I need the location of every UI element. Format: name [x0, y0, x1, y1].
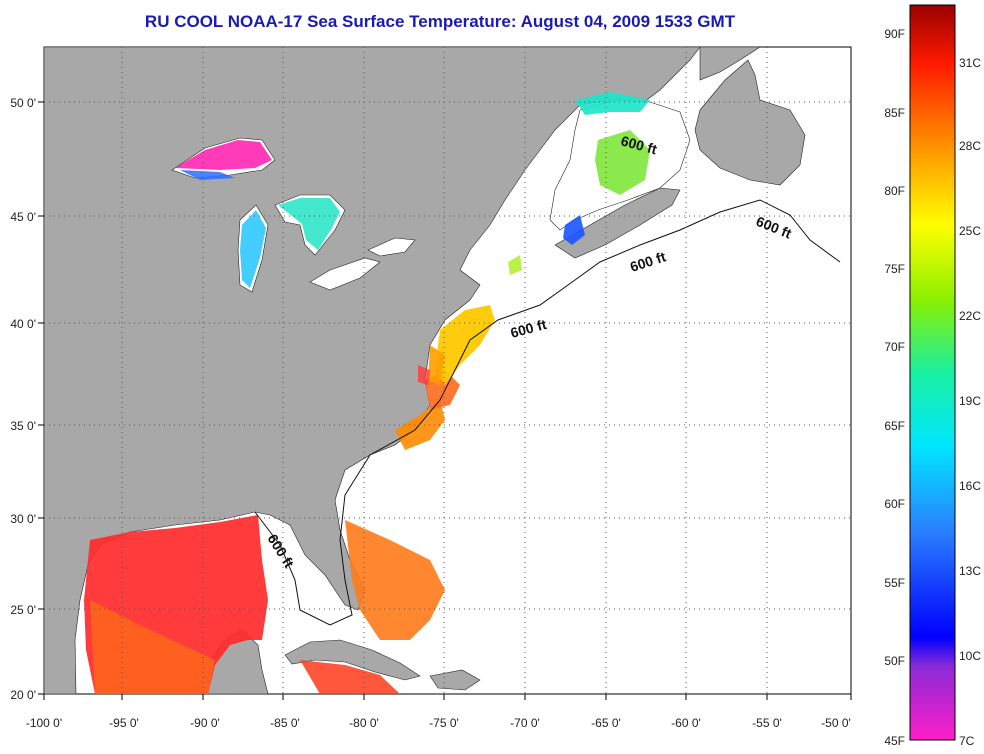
colorbar-f-label: 90F	[884, 27, 905, 41]
colorbar-gradient	[909, 4, 956, 741]
colorbar-f-label: 45F	[884, 734, 905, 748]
x-tick-label: -65 0'	[591, 716, 621, 730]
land-nova-scotia	[554, 187, 681, 259]
x-tick-label: -85 0'	[270, 716, 300, 730]
colorbar-f-label: 55F	[884, 576, 905, 590]
land-newfoundland	[694, 59, 806, 186]
y-tick-label: 25 0'	[10, 603, 36, 617]
colorbar: 90F 85F 80F 75F 70F 65F 60F 55F 50F 45F …	[884, 4, 981, 748]
axis-ticks	[38, 101, 852, 700]
y-tick-label: 40 0'	[10, 317, 36, 331]
colorbar-f-label: 70F	[884, 340, 905, 354]
y-tick-label: 35 0'	[10, 419, 36, 433]
colorbar-c-label: 13C	[959, 564, 981, 578]
colorbar-f-label: 60F	[884, 497, 905, 511]
colorbar-f-label: 85F	[884, 106, 905, 120]
x-tick-label: -70 0'	[510, 716, 540, 730]
land-labrador	[699, 46, 762, 81]
colorbar-f-label: 80F	[884, 184, 905, 198]
map-title: RU COOL NOAA-17 Sea Surface Temperature:…	[144, 12, 736, 31]
colorbar-f-label: 65F	[884, 419, 905, 433]
x-tick-label: -90 0'	[190, 716, 220, 730]
x-tick-label: -100 0'	[26, 716, 62, 730]
colorbar-c-label: 28C	[959, 139, 981, 153]
colorbar-c-label: 16C	[959, 479, 981, 493]
y-axis-labels: 20 0' 25 0' 30 0' 35 0' 40 0' 45 0' 50 0…	[10, 96, 36, 702]
colorbar-f-label: 50F	[884, 654, 905, 668]
colorbar-c-label: 22C	[959, 309, 981, 323]
colorbar-c-label: 7C	[959, 734, 975, 748]
x-tick-label: -95 0'	[109, 716, 139, 730]
colorbar-c-label: 25C	[959, 224, 981, 238]
600ft-contour-line	[254, 199, 841, 626]
colorbar-c-label: 31C	[959, 56, 981, 70]
x-axis-labels: -100 0' -95 0' -90 0' -85 0' -80 0' -75 …	[26, 716, 851, 730]
colorbar-c-label: 19C	[959, 394, 981, 408]
y-tick-label: 20 0'	[10, 688, 36, 702]
colorbar-f-label: 75F	[884, 262, 905, 276]
colorbar-c-labels: 31C 28C 25C 22C 19C 16C 13C 10C 7C	[959, 56, 981, 748]
colorbar-c-label: 10C	[959, 649, 981, 663]
x-tick-label: -80 0'	[349, 716, 379, 730]
colorbar-f-labels: 90F 85F 80F 75F 70F 65F 60F 55F 50F 45F	[884, 27, 905, 748]
x-tick-label: -60 0'	[671, 716, 701, 730]
land-hispaniola	[429, 669, 481, 691]
x-tick-label: -75 0'	[429, 716, 459, 730]
land-cuba	[284, 639, 421, 681]
y-tick-label: 45 0'	[10, 210, 36, 224]
y-tick-label: 50 0'	[10, 96, 36, 110]
y-tick-label: 30 0'	[10, 512, 36, 526]
x-tick-label: -50 0'	[821, 716, 851, 730]
x-tick-label: -55 0'	[752, 716, 782, 730]
